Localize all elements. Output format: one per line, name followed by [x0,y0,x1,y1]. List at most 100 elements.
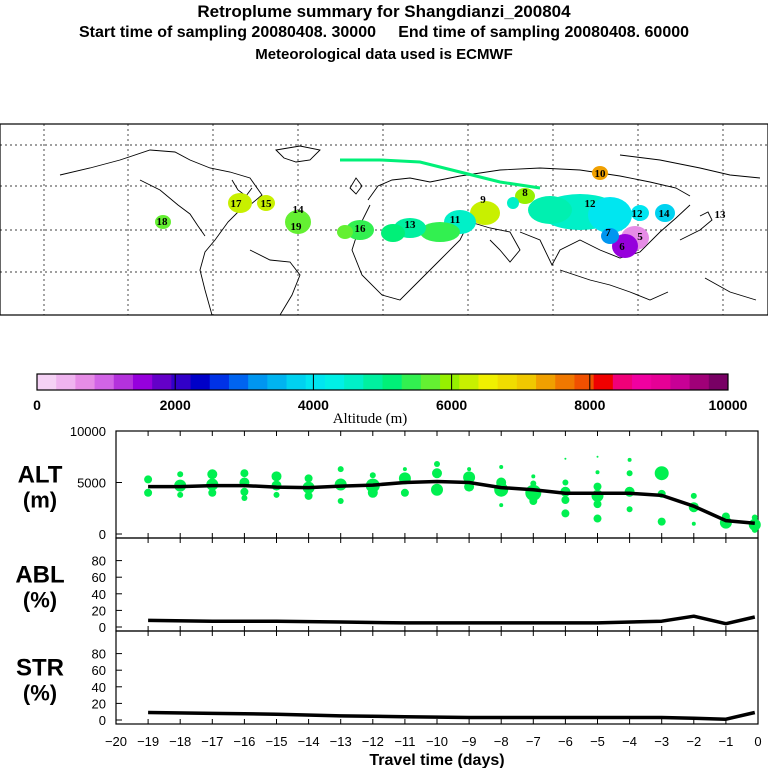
colorbar-cell [190,374,211,390]
altitude-dot [304,491,313,500]
altitude-dot [657,517,666,526]
colorbar-cell [37,374,57,390]
colorbar-label: Altitude (m) [333,411,408,427]
altitude-dot [529,497,538,506]
altitude-dot [626,470,633,477]
altitude-dot [499,503,504,508]
colorbar-tick-label: 8000 [574,397,605,413]
altitude-dot [177,491,184,498]
altitude-dot [273,491,280,498]
x-tick-label: −17 [201,734,223,749]
y-tick-label: 60 [92,663,106,678]
colorbar-tick-label: 4000 [298,397,329,413]
altitude-dot [751,526,758,533]
x-tick-label: −20 [105,734,127,749]
map-day-labels: 17 15 19 18 14 16 13 10 9 12 11 8 765 14 13 12 [157,168,727,253]
map-day-label: 7 [605,227,611,239]
sampling-time: Start time of sampling 20080408. 30000 E… [78,24,690,41]
altitude-dot [690,492,697,499]
colorbar-cell [94,374,115,390]
map-day-label: 17 [231,198,243,210]
y-tick-label: 0 [99,620,106,635]
map-day-label: 19 [291,221,303,233]
chart-title: Retroplume summary for Shangdianzi_20080… [197,2,571,21]
x-tick-label: −14 [298,734,320,749]
altitude-dot [434,460,440,467]
y-tick-label: 20 [92,603,106,618]
colorbar-cell [267,374,288,390]
map-day-label: 9 [480,194,486,206]
colorbar-cell [555,374,575,390]
altitude-dot [595,470,600,475]
x-tick-label: −3 [654,734,669,749]
altitude-dot [561,496,570,505]
colorbar-cell [670,374,691,390]
colorbar: 0 2000 4000 6000 8000 10000 Altitude (m) [33,373,748,427]
map-day-label: 16 [355,223,367,235]
colorbar-cell [286,374,307,390]
altitude-dot [564,457,567,460]
map-day-label: 10 [595,168,607,180]
colorbar-cell [689,374,710,390]
colorbar-cell [132,374,153,390]
altitude-dot [432,468,442,479]
altitude-dot [596,455,599,458]
colorbar-cell [209,374,230,390]
colorbar-cell [56,374,76,390]
altitude-dot [337,466,344,473]
map-day-label: 14 [659,208,671,220]
map-day-label: 13 [405,219,417,231]
altitude-dot [367,487,378,498]
colorbar-cell [382,374,403,390]
altitude-dot [654,466,669,481]
colorbar-cell [497,374,518,390]
colorbar-tick-label: 0 [33,397,41,413]
altitude-dot [463,471,476,484]
altitude-dot [400,488,409,497]
colorbar-cell [171,374,192,390]
panel-unit: (m) [23,488,57,513]
colorbar-tick-label: 10000 [709,397,748,413]
colorbar-cell [632,374,652,390]
colorbar-cell [574,374,595,390]
met-data-note: Meteorological data used is ECMWF [255,46,513,63]
time-series-panels: 0500010000ALT(m)020406080ABL(%)020406080… [15,424,761,728]
colorbar-cell [708,374,729,390]
y-tick-label: 10000 [70,424,106,439]
colorbar-cell [478,374,499,390]
colorbar-cell [344,374,364,390]
map-panel: 17 15 19 18 14 16 13 10 9 12 11 8 765 14 13 12 [0,123,768,316]
map-day-label: 14 [293,204,305,216]
altitude-dot [402,467,407,472]
y-tick-label: 20 [92,696,106,711]
altitude-dot [593,500,602,509]
altitude-dot [271,471,282,482]
map-day-label: 11 [450,214,460,226]
map-day-label: 18 [157,216,169,228]
altitude-dot [467,467,472,472]
colorbar-cell [324,374,345,390]
map-day-label: 12 [632,208,644,220]
altitude-dot [561,509,570,518]
altitude-dot [627,457,632,462]
altitude-dot [626,506,633,513]
altitude-dot [494,482,509,497]
colorbar-tick-label: 2000 [160,397,191,413]
x-tick-label: −15 [265,734,287,749]
x-tick-label: −18 [169,734,191,749]
y-tick-label: 60 [92,570,106,585]
colorbar-cell [420,374,441,390]
altitude-dot [431,483,443,496]
x-tick-label: −9 [462,734,477,749]
colorbar-cell [516,374,537,390]
x-tick-label: −11 [394,734,415,749]
y-tick-label: 40 [92,587,106,602]
x-tick-label: −10 [426,734,448,749]
altitude-dot [207,469,218,480]
x-tick-label: −8 [494,734,509,749]
altitude-dot [304,474,313,483]
panel-unit: (%) [23,588,57,613]
colorbar-tick-label: 6000 [436,397,467,413]
colorbar-cell [401,374,422,390]
